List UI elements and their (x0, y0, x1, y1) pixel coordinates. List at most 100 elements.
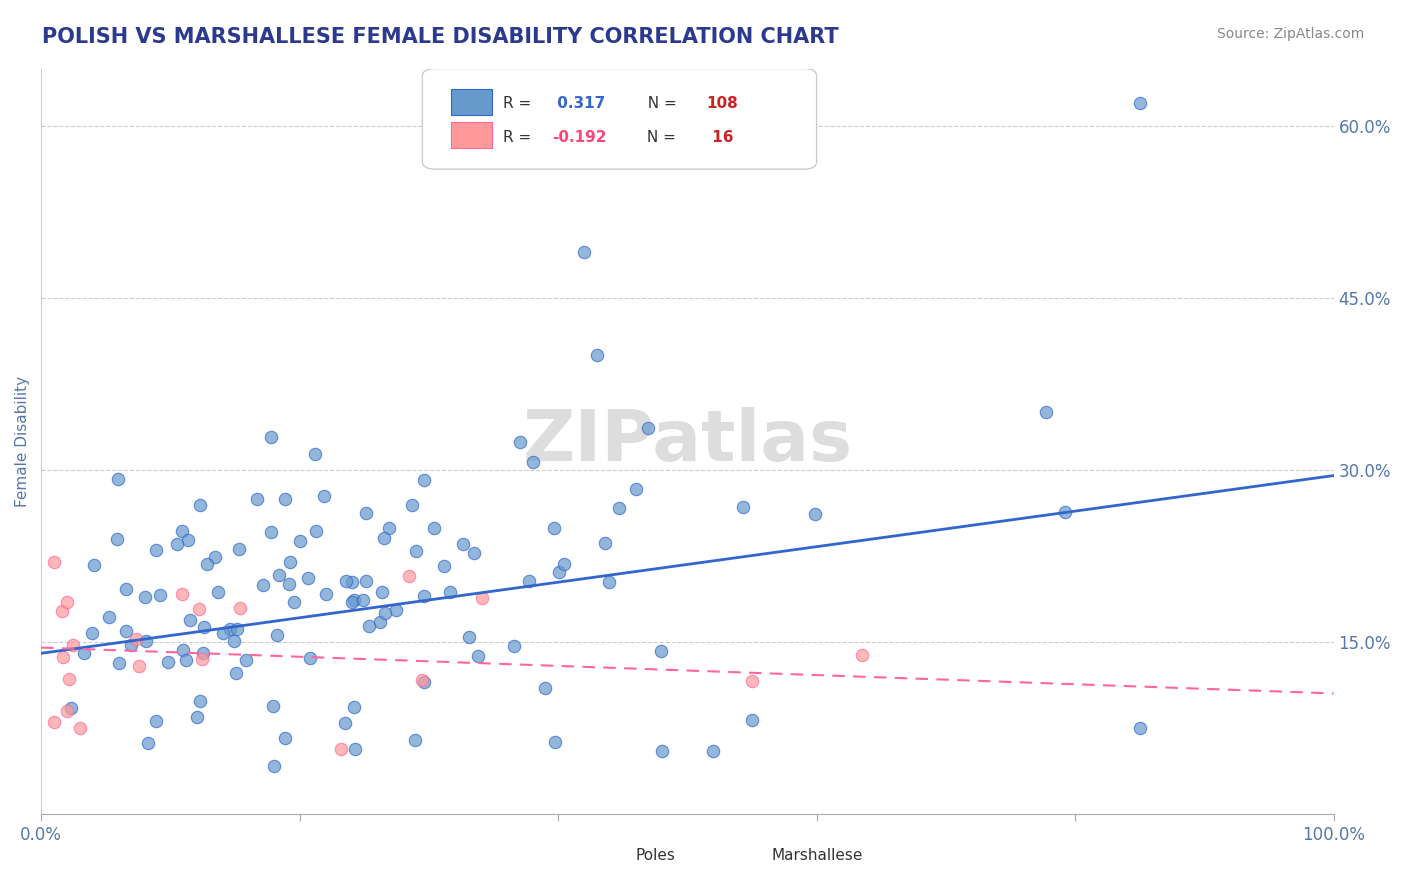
Point (120, 638, 142, 652)
Bar (733, 849, 765, 866)
FancyBboxPatch shape (451, 88, 492, 115)
Point (352, 593, 374, 607)
Point (125, 632, 148, 647)
Point (262, 698, 284, 713)
Point (51, 604, 73, 618)
Point (411, 673, 433, 687)
Point (305, 524, 328, 538)
Text: R =: R = (502, 96, 536, 111)
Point (343, 700, 366, 714)
Point (471, 591, 494, 605)
Point (58, 672, 80, 686)
Point (586, 348, 609, 362)
Point (377, 521, 399, 535)
Point (278, 577, 301, 591)
Point (544, 735, 567, 749)
Point (145, 543, 167, 558)
Text: -0.192: -0.192 (551, 129, 606, 145)
Point (172, 643, 194, 657)
Point (186, 710, 208, 724)
Point (1129, 721, 1152, 735)
Y-axis label: Female Disability: Female Disability (15, 376, 30, 507)
Point (413, 473, 436, 487)
Text: Marshallese: Marshallese (772, 848, 863, 863)
Point (522, 455, 544, 469)
Point (266, 627, 288, 641)
Point (191, 646, 214, 660)
Point (368, 615, 391, 629)
Point (502, 639, 524, 653)
Point (56, 704, 79, 718)
Point (259, 524, 281, 539)
Point (269, 568, 291, 582)
Point (804, 507, 827, 521)
Text: Poles: Poles (636, 848, 675, 863)
Point (218, 622, 240, 636)
Point (52, 650, 75, 665)
Point (62, 638, 84, 652)
Point (607, 500, 630, 515)
Text: ZIPatlas: ZIPatlas (522, 407, 852, 475)
Point (278, 555, 301, 569)
Point (228, 541, 250, 556)
Point (651, 744, 673, 758)
Point (343, 742, 366, 756)
Point (228, 601, 250, 615)
Point (304, 447, 326, 461)
Point (235, 653, 257, 667)
Point (315, 587, 337, 601)
Point (298, 651, 321, 665)
Point (69, 721, 91, 735)
Point (204, 549, 226, 564)
Point (60, 701, 83, 715)
Point (371, 584, 394, 599)
Point (193, 620, 215, 634)
Point (188, 498, 211, 512)
Point (80, 626, 103, 640)
Point (413, 590, 436, 604)
Point (401, 499, 423, 513)
Point (451, 537, 474, 551)
Point (274, 731, 297, 746)
Point (398, 568, 420, 582)
Point (73, 646, 96, 660)
Point (457, 630, 479, 644)
Point (553, 558, 575, 572)
FancyBboxPatch shape (422, 69, 817, 169)
Point (598, 574, 620, 589)
Point (548, 565, 571, 579)
Point (166, 537, 188, 551)
Point (1035, 404, 1057, 418)
Text: N =: N = (638, 96, 682, 111)
Point (149, 588, 172, 602)
Point (733, 500, 755, 514)
Point (288, 533, 311, 548)
Point (135, 634, 157, 648)
Point (195, 557, 218, 571)
Point (650, 644, 672, 658)
Point (42, 555, 65, 569)
Point (439, 584, 461, 599)
FancyBboxPatch shape (451, 122, 492, 148)
Point (423, 521, 446, 535)
Point (543, 521, 565, 535)
Point (340, 595, 363, 609)
Point (297, 571, 319, 585)
Point (105, 533, 128, 547)
Point (56, 595, 79, 609)
Point (359, 619, 381, 633)
Point (107, 472, 129, 486)
Point (741, 713, 763, 727)
Point (188, 602, 211, 616)
Point (405, 544, 427, 558)
Point (637, 421, 659, 435)
Point (509, 434, 531, 449)
Point (174, 652, 197, 666)
Point (211, 626, 233, 640)
Point (274, 491, 297, 506)
Point (373, 531, 395, 545)
Point (413, 675, 436, 690)
Text: POLISH VS MARSHALLESE FEMALE DISABILITY CORRELATION CHART: POLISH VS MARSHALLESE FEMALE DISABILITY … (42, 27, 839, 46)
Point (156, 655, 179, 669)
Point (374, 606, 396, 620)
